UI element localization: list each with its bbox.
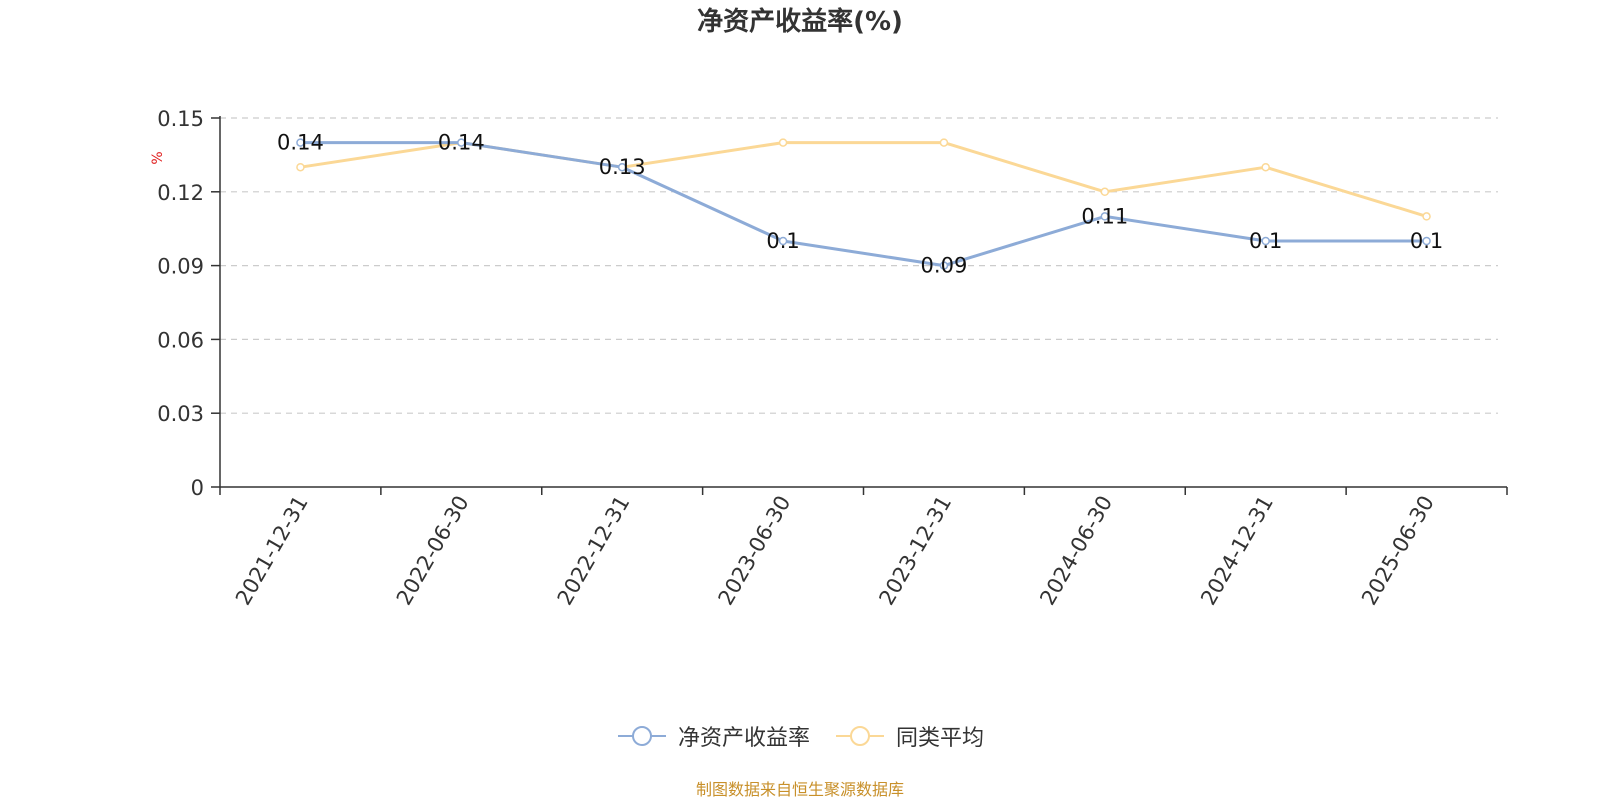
x-tick-label: 2022-06-30 [392, 492, 474, 610]
data-point[interactable] [1261, 236, 1270, 246]
data-label: 0.14 [277, 131, 324, 155]
data-label: 0.14 [438, 131, 485, 155]
legend-item-roe[interactable]: 净资产收益率 [616, 720, 810, 752]
data-point[interactable] [296, 162, 305, 172]
data-point[interactable] [778, 138, 788, 147]
y-tick-label: 0.06 [157, 328, 204, 352]
data-point[interactable] [457, 138, 466, 147]
y-tick-label: 0 [191, 476, 204, 500]
data-point[interactable] [1261, 162, 1270, 172]
data-point[interactable] [1422, 212, 1431, 221]
y-tick-label: 0.15 [157, 107, 204, 131]
data-label: 0.09 [921, 254, 968, 278]
x-tick-label: 2023-12-31 [874, 492, 956, 610]
data-point[interactable] [617, 162, 627, 172]
y-tick-label: 0.09 [157, 255, 204, 279]
axes: 0 0.03 0.06 0.09 0.12 0.15% 2021-12-31 2022-06-… [150, 107, 1508, 610]
data-point[interactable] [1422, 236, 1431, 246]
data-point[interactable] [296, 138, 305, 147]
chart-title: 净资产收益率(%) [697, 7, 903, 37]
y-axis-label: % [150, 151, 166, 164]
series-lines [296, 138, 1431, 270]
data-label: 0.1 [1410, 229, 1443, 253]
grid-lines [220, 117, 1498, 414]
data-label: 0.11 [1081, 204, 1128, 228]
x-tick-label: 2024-12-31 [1196, 492, 1278, 610]
data-point[interactable] [939, 138, 949, 147]
data-label: 0.13 [599, 155, 646, 179]
data-labels: 0.14 0.14 0.13 0.1 0.09 0.11 0.1 0.1 [277, 131, 1443, 278]
line-chart: 0 0.03 0.06 0.09 0.12 0.15% 2021-12-31 2022-06-… [150, 107, 1508, 610]
data-source-note: 制图数据来自恒生聚源数据库 [695, 780, 904, 799]
x-tick-label: 2025-06-30 [1357, 492, 1439, 610]
y-tick-label: 0.03 [157, 402, 204, 426]
y-tick-label: 0.12 [157, 181, 204, 205]
data-label: 0.1 [766, 229, 799, 253]
data-label: 0.1 [1249, 229, 1282, 253]
x-tick-label: 2022-12-31 [553, 492, 635, 610]
data-point[interactable] [778, 236, 788, 246]
data-point[interactable] [1100, 212, 1110, 221]
legend-item-peer-average[interactable]: 同类平均 [834, 720, 984, 752]
data-point[interactable] [939, 261, 949, 270]
series-line-0 [300, 141, 1427, 268]
chart-legend: 净资产收益率 同类平均 [0, 720, 1600, 752]
data-point[interactable] [1100, 187, 1110, 197]
x-tick-label: 2021-12-31 [231, 492, 313, 610]
legend-peer-average-label: 同类平均 [896, 726, 985, 751]
x-tick-label: 2023-06-30 [714, 492, 796, 610]
x-tick-label: 2024-06-30 [1035, 492, 1117, 610]
legend-peer-average-icon [836, 726, 884, 746]
legend-roe-label: 净资产收益率 [677, 726, 810, 751]
legend-roe-icon [617, 726, 666, 746]
